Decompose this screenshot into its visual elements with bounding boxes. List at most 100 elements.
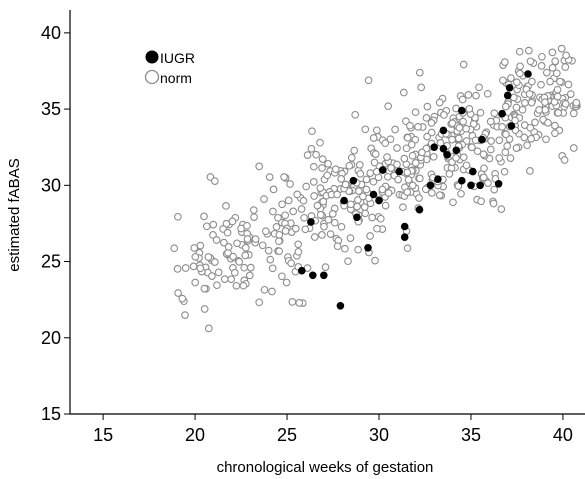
norm-point (208, 272, 216, 280)
norm-point (381, 201, 390, 210)
norm-point (239, 281, 248, 290)
iugr-point (369, 190, 378, 199)
norm-point (403, 244, 412, 253)
tick-labels: 15 20 25 30 35 40 15 20 25 30 35 40 (41, 23, 573, 445)
norm-point (376, 214, 385, 223)
x-tick-label: 15 (93, 425, 113, 445)
norm-point (281, 227, 290, 235)
x-tick-label: 30 (369, 425, 389, 445)
norm-point (300, 213, 308, 222)
norm-point (449, 198, 457, 207)
norm-point (372, 126, 381, 135)
norm-point (527, 98, 536, 107)
norm-point (459, 60, 468, 69)
norm-point (200, 284, 209, 293)
norm-point (403, 188, 412, 196)
norm-point (417, 83, 426, 92)
norm-point (318, 155, 327, 163)
norm-point (459, 153, 468, 162)
norm-point (232, 281, 241, 290)
norm-point (373, 224, 381, 233)
norm-point (495, 136, 504, 145)
norm-point (318, 164, 326, 172)
norm-point (516, 62, 524, 71)
norm-point (418, 148, 426, 157)
norm-point (455, 123, 464, 132)
norm-point (174, 212, 182, 221)
norm-point (414, 123, 422, 131)
norm-point (462, 124, 470, 133)
legend-iugr-marker (145, 50, 159, 64)
norm-point (454, 182, 463, 190)
norm-point (399, 203, 407, 212)
norm-point (302, 182, 311, 191)
norm-point (480, 164, 488, 173)
norm-point (561, 100, 570, 108)
norm-point (518, 105, 527, 114)
norm-point (512, 78, 521, 87)
norm-point (261, 227, 270, 236)
norm-point (191, 278, 200, 287)
norm-point (553, 85, 562, 94)
norm-point (393, 144, 401, 152)
norm-point (500, 58, 509, 66)
norm-point (415, 194, 423, 202)
iugr-point (395, 167, 404, 176)
norm-point (459, 117, 467, 126)
norm-point (502, 130, 510, 139)
norm-point (287, 259, 296, 268)
norm-point (326, 230, 335, 238)
norm-point (501, 102, 510, 111)
norm-point (345, 161, 354, 170)
norm-point (275, 230, 284, 239)
norm-point (427, 119, 436, 127)
norm-point (394, 175, 402, 184)
x-tick-label: 20 (185, 425, 205, 445)
norm-point (282, 278, 291, 287)
norm-point (246, 263, 255, 272)
norm-point (411, 108, 420, 117)
norm-point (371, 150, 380, 158)
iugr-point (430, 143, 439, 151)
norm-point (200, 305, 209, 313)
norm-point (369, 134, 378, 142)
norm-point (422, 114, 431, 122)
norm-point (475, 83, 483, 92)
norm-point (214, 268, 223, 277)
norm-point (356, 169, 365, 178)
norm-point (477, 197, 485, 206)
iugr-point (353, 213, 361, 222)
norm-point (369, 177, 378, 186)
iugr-point (439, 126, 448, 135)
iugr-point (494, 180, 503, 188)
norm-point (212, 236, 221, 244)
legend-norm-label: norm (160, 70, 192, 86)
norm-point (249, 206, 258, 214)
iugr-point (467, 181, 475, 190)
iugr-point (298, 266, 306, 275)
norm-point (316, 210, 325, 219)
x-axis-title: chronological weeks of gestation (217, 459, 434, 476)
norm-point (551, 57, 560, 66)
norm-point (506, 154, 515, 162)
norm-point (324, 159, 332, 168)
norm-point (546, 77, 554, 86)
norm-point (258, 241, 267, 250)
norm-point (293, 190, 302, 199)
norm-point (486, 117, 495, 126)
norm-point (479, 173, 488, 182)
norm-point (537, 80, 545, 89)
norm-point (235, 257, 244, 266)
norm-point (500, 167, 509, 176)
iugr-point (309, 271, 317, 280)
norm-point (241, 251, 250, 260)
norm-point (402, 144, 411, 153)
norm-point (333, 190, 341, 199)
norm-point (440, 111, 448, 119)
axes (64, 10, 585, 420)
norm-point (490, 185, 499, 194)
norm-point (362, 185, 371, 194)
norm-point (364, 76, 373, 85)
y-tick-label: 25 (41, 252, 61, 272)
norm-point (220, 275, 229, 283)
